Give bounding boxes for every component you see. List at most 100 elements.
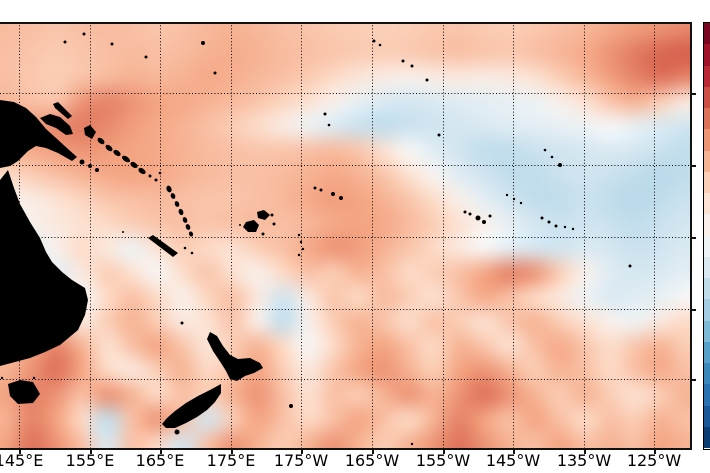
right-tick	[692, 93, 696, 95]
colorbar-segment	[704, 426, 710, 448]
x-tick	[443, 450, 445, 454]
colorbar-segment	[704, 171, 710, 193]
colorbar-segment	[704, 65, 710, 87]
colorbar-segment	[704, 193, 710, 215]
fiji-viti-levu-landmass	[243, 220, 259, 232]
x-tick	[301, 450, 303, 454]
vanuatu-islands-landmass	[185, 224, 191, 230]
map-border-right	[690, 22, 692, 450]
small-island-dot	[482, 220, 486, 224]
small-island-dot	[543, 148, 547, 152]
land-masses	[0, 32, 632, 446]
colorbar-segment	[704, 235, 710, 257]
small-island-dot	[313, 186, 317, 190]
colorbar-segment	[704, 384, 710, 406]
colorbar-segment	[704, 23, 710, 45]
colorbar-segment	[704, 341, 710, 363]
map-plot	[0, 22, 692, 450]
new-guinea-landmass	[0, 100, 77, 168]
colorbar-segment	[704, 256, 710, 278]
x-tick	[19, 450, 21, 454]
vanuatu-islands-landmass	[174, 201, 180, 207]
tasmania-landmass	[8, 380, 40, 404]
colorbar-segment	[704, 108, 710, 130]
vanuatu-islands-landmass	[170, 193, 176, 199]
bougainville-landmass	[84, 125, 96, 139]
vanuatu-islands-landmass	[188, 231, 194, 237]
small-island-dot	[327, 123, 331, 127]
x-tick-label: 175°E	[206, 451, 256, 470]
solomon-islands-landmass	[105, 144, 113, 152]
small-island-dot	[401, 59, 405, 63]
small-island-dot	[378, 43, 382, 47]
small-island-dot	[297, 233, 301, 237]
small-island-dot	[180, 321, 184, 325]
x-tick-label: 155°E	[65, 451, 115, 470]
small-island-dot	[319, 188, 323, 192]
x-tick-label: 165°E	[135, 451, 185, 470]
small-island-dot	[488, 214, 492, 218]
colorbar-segment	[704, 405, 710, 427]
new-caledonia-landmass	[148, 235, 178, 257]
small-island-dot	[261, 232, 265, 236]
x-tick-label: 175°W	[273, 451, 329, 470]
x-tick-label: 145°W	[485, 451, 541, 470]
map-border-top	[0, 22, 692, 24]
small-island-dot	[299, 240, 303, 244]
right-tick	[692, 165, 696, 167]
new-ireland-landmass	[53, 102, 72, 119]
x-tick-label: 135°W	[556, 451, 612, 470]
nz-north-island-landmass	[207, 332, 263, 381]
small-island-dot	[301, 247, 305, 251]
small-island-dot	[323, 112, 327, 116]
solomon-islands-landmass	[97, 137, 105, 145]
new-britain-landmass	[40, 114, 73, 135]
colorbar-segment	[704, 44, 710, 66]
solomon-islands-landmass	[122, 155, 130, 163]
colorbar-segment	[704, 214, 710, 236]
graticule-gridlines	[0, 22, 692, 450]
solomon-islands-landmass	[130, 161, 138, 169]
x-tick-label: 155°W	[415, 451, 471, 470]
small-island-dot	[540, 216, 544, 220]
small-island-dot	[154, 178, 158, 182]
small-island-dot	[0, 376, 4, 380]
australia-landmass	[0, 170, 88, 366]
small-island-dot	[628, 264, 632, 268]
small-island-dot	[213, 71, 217, 75]
vanuatu-islands-landmass	[166, 185, 172, 193]
small-island-dot	[505, 193, 509, 197]
small-island-dot	[437, 133, 441, 137]
small-island-dot	[190, 251, 194, 255]
vanuatu-islands-landmass	[182, 217, 188, 223]
small-island-dot	[571, 227, 575, 231]
fiji-vanua-levu-landmass	[257, 210, 270, 220]
small-island-dot	[468, 212, 472, 216]
small-island-dot	[331, 192, 335, 196]
small-island-dot	[289, 404, 293, 408]
small-island-dot	[475, 215, 481, 221]
small-island-dot	[148, 174, 152, 178]
small-island-dot	[297, 253, 301, 257]
small-island-dot	[547, 220, 551, 224]
small-island-dot	[63, 40, 67, 44]
colorbar-segment	[704, 278, 710, 300]
small-island-dot	[270, 213, 274, 217]
small-island-dot	[110, 42, 114, 46]
x-tick-label: 165°W	[344, 451, 400, 470]
small-island-dot	[88, 164, 92, 168]
small-island-dot	[158, 171, 162, 175]
small-island-dot	[239, 224, 241, 226]
colorbar-segment	[704, 86, 710, 108]
small-island-dot	[201, 41, 205, 45]
x-tick	[372, 450, 374, 454]
x-tick	[160, 450, 162, 454]
nz-south-island-landmass	[162, 384, 221, 428]
right-tick	[692, 379, 696, 381]
small-island-dot	[558, 163, 562, 167]
colorbar-segment	[704, 320, 710, 342]
x-tick-label: 125°W	[626, 451, 682, 470]
right-tick	[692, 309, 696, 311]
vanuatu-islands-landmass	[178, 208, 184, 216]
